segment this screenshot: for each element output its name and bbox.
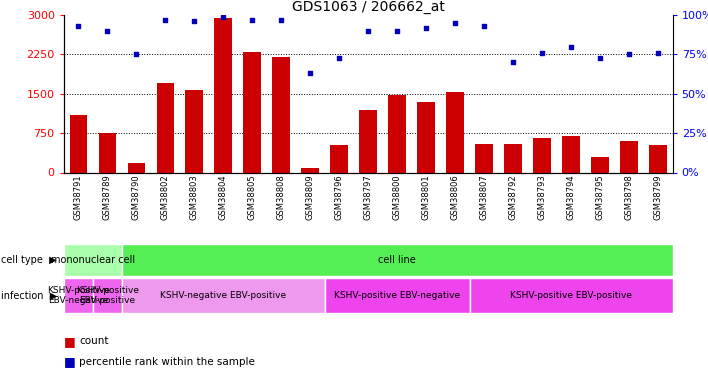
Bar [215,18,232,172]
Text: mononuclear cell: mononuclear cell [51,255,135,265]
Bar [64,244,122,276]
Bar [649,145,667,172]
Bar [418,102,435,172]
Text: ■: ■ [64,356,76,368]
Bar [98,133,116,172]
Point [130,51,142,57]
Bar [591,157,609,172]
Bar [447,93,464,172]
Text: KSHV-positive
EBV-positive: KSHV-positive EBV-positive [76,286,139,305]
Point [421,25,432,31]
Bar [273,57,290,172]
Point [479,23,490,29]
Point [566,44,577,50]
Point [333,54,345,60]
Bar [562,136,580,172]
Text: count: count [79,336,109,346]
Bar [620,141,638,172]
Point [304,70,316,76]
Text: KSHV-positive EBV-positive: KSHV-positive EBV-positive [510,291,632,300]
Point [159,17,171,23]
Bar [93,278,122,313]
Point [392,28,403,34]
Point [508,59,519,65]
Point [72,23,84,29]
Bar [156,83,174,172]
Bar [331,145,348,172]
Point [653,50,664,56]
Title: GDS1063 / 206662_at: GDS1063 / 206662_at [292,0,445,14]
Text: percentile rank within the sample: percentile rank within the sample [79,357,255,367]
Point [537,50,548,56]
Point [595,54,606,60]
Bar [185,90,203,172]
Text: cell type  ▶: cell type ▶ [1,255,57,265]
Text: KSHV-positive
EBV-negative: KSHV-positive EBV-negative [47,286,110,305]
Bar [69,115,87,172]
Point [624,51,635,57]
Point [101,28,113,34]
Bar [122,278,325,313]
Bar [476,144,493,172]
Point [246,17,258,23]
Point [275,17,287,23]
Bar [64,278,93,313]
Text: infection  ▶: infection ▶ [1,290,57,300]
Bar [127,164,145,172]
Text: cell line: cell line [378,255,416,265]
Point [217,13,229,20]
Bar [325,278,469,313]
Bar [469,278,673,313]
Bar [533,138,551,172]
Bar [504,144,522,172]
Text: ■: ■ [64,335,76,348]
Bar [302,168,319,172]
Text: KSHV-negative EBV-positive: KSHV-negative EBV-positive [160,291,286,300]
Text: KSHV-positive EBV-negative: KSHV-positive EBV-negative [334,291,460,300]
Bar [244,52,261,172]
Point [450,20,461,26]
Bar [389,95,406,172]
Bar [360,110,377,172]
Point [188,18,200,24]
Point [362,28,374,34]
